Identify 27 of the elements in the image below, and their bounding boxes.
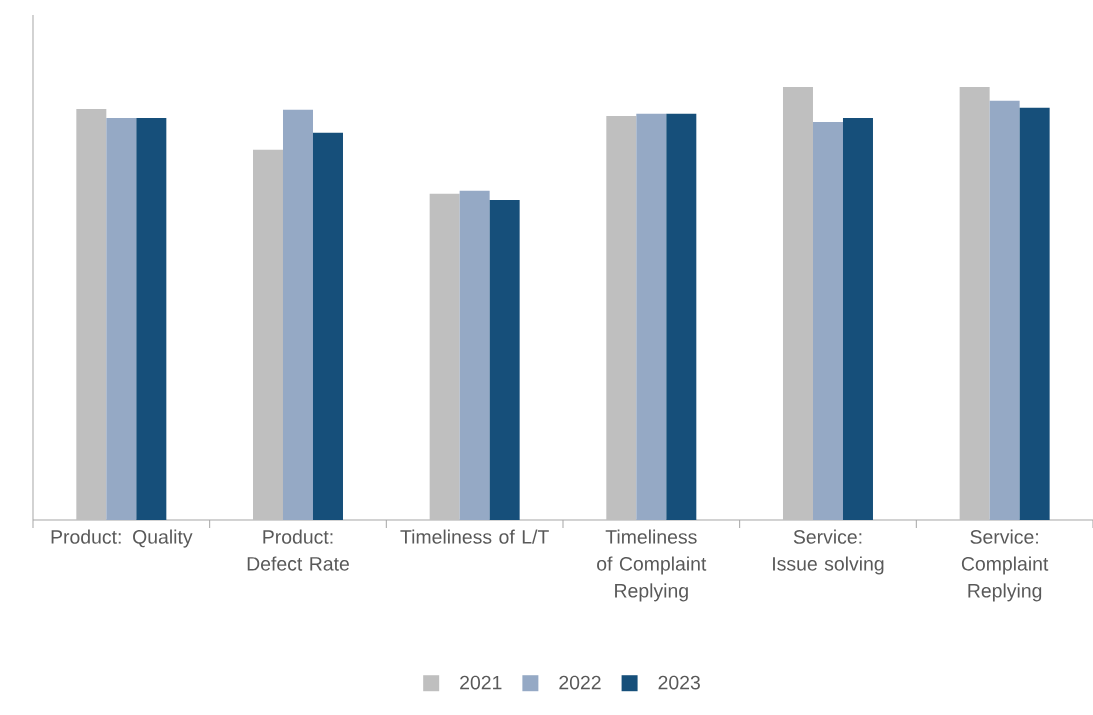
x-tick-label: Product: Quality <box>51 529 193 548</box>
bar <box>812 121 843 520</box>
bar <box>252 149 283 520</box>
bar <box>989 100 1020 520</box>
bar <box>282 109 313 520</box>
legend-label: 2021 <box>460 675 502 690</box>
x-tick-label: Service: Complaint Replying <box>961 529 1049 602</box>
bar <box>136 118 167 520</box>
bar <box>312 132 343 520</box>
bar <box>782 86 813 520</box>
bar <box>959 86 990 520</box>
bar <box>636 113 667 520</box>
bar <box>459 190 490 520</box>
bar <box>1019 107 1050 520</box>
bar <box>842 118 873 520</box>
bar <box>76 108 107 520</box>
bar <box>606 115 637 520</box>
legend-label: 2023 <box>658 675 700 690</box>
legend-label: 2022 <box>559 675 601 690</box>
x-tick-label: Timeliness of Complaint Replying <box>597 529 707 602</box>
bar <box>106 118 137 520</box>
x-tick-label: Product: Defect Rate <box>247 529 349 571</box>
bar <box>666 113 697 520</box>
bar <box>489 199 520 520</box>
x-tick-label: Service: Issue solving <box>773 529 884 575</box>
bar <box>429 193 460 520</box>
x-tick-label: Timeliness of L/T <box>400 529 549 544</box>
